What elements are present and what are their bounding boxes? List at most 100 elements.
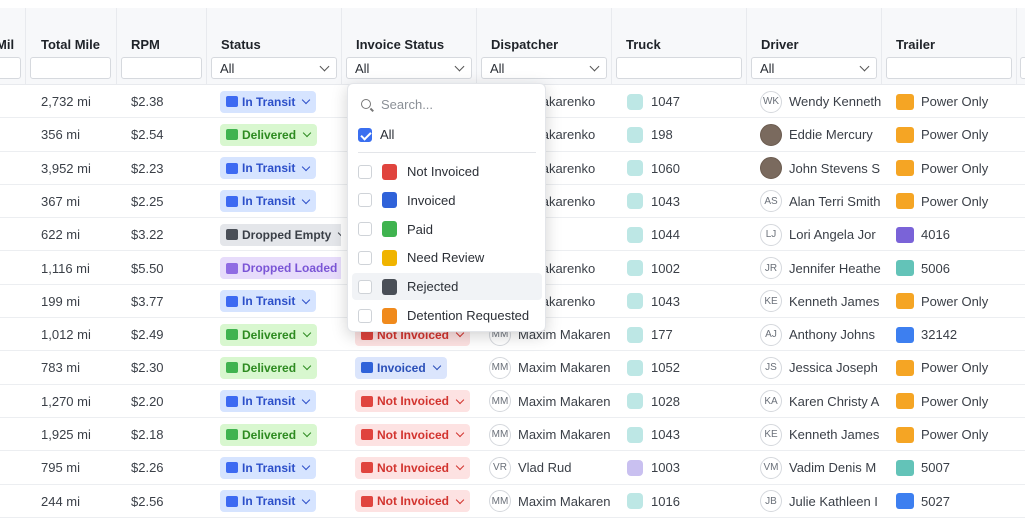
status-pill[interactable]: In Transit bbox=[220, 490, 317, 513]
truck-icon bbox=[627, 126, 643, 143]
dispatcher-filter[interactable]: All bbox=[481, 57, 607, 79]
col-invoice-status-label: Invoice Status bbox=[356, 37, 445, 52]
chevron-down-icon bbox=[454, 61, 465, 72]
table-row[interactable]: 1,270 mi $2.20 In Transit Not Invoiced MM… bbox=[0, 385, 1025, 418]
invoice-status-pill[interactable]: Not Invoiced bbox=[355, 490, 471, 513]
truck-number: 1047 bbox=[651, 94, 680, 109]
cell-truck: 177 bbox=[627, 318, 745, 351]
status-pill[interactable]: Dropped Empty bbox=[220, 223, 341, 246]
table-row[interactable]: 1,116 mi$5.50 Dropped Loaded Maxim Makar… bbox=[0, 252, 1025, 285]
dropdown-search-input[interactable] bbox=[381, 96, 531, 112]
col-dispatcher[interactable]: Dispatcher All bbox=[477, 8, 612, 85]
dropdown-option[interactable]: Need Review bbox=[352, 244, 542, 271]
col-rpm[interactable]: RPM bbox=[117, 8, 207, 85]
table-row[interactable]: 795 mi $2.26 In Transit Not Invoiced VR Vl… bbox=[0, 451, 1025, 485]
avatar: KE bbox=[760, 290, 782, 313]
table-row[interactable]: 622 mi$3.22 Dropped Empty Vlad Rud 1044L… bbox=[0, 218, 1025, 252]
table-row[interactable]: 244 mi $2.56 In Transit Not Invoiced MM Ma… bbox=[0, 485, 1025, 518]
cell-dispatcher: MM Maxim Makarenko bbox=[489, 485, 611, 518]
all-checkbox[interactable] bbox=[358, 127, 372, 142]
col-total-mile-label: Total Mile bbox=[41, 37, 100, 52]
truck-icon bbox=[226, 96, 238, 107]
status-label: In Transit bbox=[242, 194, 296, 209]
invoice-icon bbox=[361, 462, 373, 474]
driver-name: Eddie Mercury bbox=[789, 127, 873, 143]
rpm-value: $2.25 bbox=[131, 193, 164, 209]
invoice-status-icon bbox=[382, 221, 397, 238]
mil-filter[interactable] bbox=[0, 57, 21, 79]
dropdown-option[interactable]: Rejected bbox=[352, 273, 542, 301]
status-pill[interactable]: In Transit bbox=[220, 157, 317, 180]
option-checkbox[interactable] bbox=[358, 164, 372, 179]
status-label: In Transit bbox=[242, 394, 296, 409]
status-pill[interactable]: Delivered bbox=[220, 356, 318, 379]
trailer-icon bbox=[896, 426, 914, 443]
trailer-filter[interactable] bbox=[886, 57, 1012, 79]
status-pill[interactable]: In Transit bbox=[220, 290, 317, 313]
cell-trailer: Power Only bbox=[896, 385, 1021, 418]
cell-truck: 1044 bbox=[627, 218, 745, 251]
trailer-value: Power Only bbox=[921, 127, 989, 143]
option-checkbox[interactable] bbox=[358, 308, 372, 323]
cell-trailer: 5006 bbox=[896, 252, 1021, 285]
invoice-status-filter[interactable]: All bbox=[346, 57, 472, 79]
table-row[interactable]: 199 mi$3.77 In Transit Maxim Makarenko 1… bbox=[0, 285, 1025, 319]
cell-status: In Transit bbox=[220, 385, 341, 418]
dropdown-option[interactable]: Invoiced bbox=[352, 187, 542, 214]
dropdown-option-all[interactable]: All bbox=[358, 127, 394, 142]
total-mile-filter[interactable] bbox=[30, 57, 111, 79]
option-checkbox[interactable] bbox=[358, 250, 372, 265]
dropdown-search[interactable] bbox=[357, 93, 537, 115]
invoice-status-pill[interactable]: Invoiced bbox=[355, 356, 447, 379]
invoice-status-pill[interactable]: Not Invoiced bbox=[355, 456, 471, 479]
cell-truck: 1002 bbox=[627, 252, 745, 285]
status-pill[interactable]: In Transit bbox=[220, 90, 317, 113]
driver-filter[interactable]: All bbox=[751, 57, 877, 79]
invoice-status-icon bbox=[382, 163, 397, 180]
rpm-filter[interactable] bbox=[121, 57, 202, 79]
col-driver[interactable]: Driver All bbox=[747, 8, 882, 85]
cell-status: Delivered bbox=[220, 418, 341, 451]
col-total-mile[interactable]: Total Mile bbox=[26, 8, 117, 85]
dropdown-option-all-label: All bbox=[380, 127, 395, 142]
status-pill[interactable]: Delivered bbox=[220, 123, 318, 146]
cell-rpm: $2.56 bbox=[131, 485, 206, 518]
truck-filter[interactable] bbox=[616, 57, 742, 79]
col-status[interactable]: Status All bbox=[207, 8, 342, 85]
chevron-down-icon bbox=[302, 95, 311, 105]
dropdown-option[interactable]: Detention Requested bbox=[352, 302, 542, 329]
invoice-status-pill[interactable]: Not Invoiced bbox=[355, 423, 471, 446]
col-invoice-status[interactable]: Invoice Status All bbox=[342, 8, 477, 85]
dropdown-option-label: Invoiced bbox=[407, 192, 456, 208]
trailer-value: Power Only bbox=[921, 193, 989, 209]
trailer-icon bbox=[896, 359, 914, 376]
cell-rpm: $2.54 bbox=[131, 118, 206, 151]
invoice-status-pill[interactable]: Not Invoiced bbox=[355, 390, 471, 413]
cell-total-mile: 244 mi bbox=[41, 485, 116, 518]
dropdown-option[interactable]: Not Invoiced bbox=[352, 158, 542, 185]
status-pill[interactable]: In Transit bbox=[220, 390, 317, 413]
dropdown-option[interactable]: Paid bbox=[352, 216, 542, 243]
col-mil[interactable]: Mil bbox=[0, 8, 26, 85]
mile-value: 244 mi bbox=[41, 493, 81, 509]
option-checkbox[interactable] bbox=[358, 222, 372, 237]
status-pill[interactable]: Delivered bbox=[220, 423, 318, 446]
dispatcher-filter-value: All bbox=[490, 61, 505, 76]
status-filter[interactable]: All bbox=[211, 57, 337, 79]
status-pill[interactable]: Delivered bbox=[220, 323, 318, 346]
col-truck[interactable]: Truck bbox=[612, 8, 747, 85]
status-pill[interactable]: Dropped Loaded bbox=[220, 257, 341, 279]
cell-driver: AJ Anthony Johns bbox=[760, 318, 881, 351]
col-trailer[interactable]: Trailer bbox=[882, 8, 1017, 85]
option-checkbox[interactable] bbox=[358, 193, 372, 208]
cell-truck: 1043 bbox=[627, 418, 745, 451]
cell-driver: KE Kenneth James bbox=[760, 285, 881, 318]
status-pill[interactable]: In Transit bbox=[220, 456, 317, 479]
status-pill[interactable]: In Transit bbox=[220, 190, 317, 213]
table-row[interactable]: 1,925 mi $2.18 Delivered Not Invoiced MM M… bbox=[0, 418, 1025, 452]
option-checkbox[interactable] bbox=[358, 279, 372, 294]
table-row[interactable]: 783 mi $2.30 Delivered Invoiced MM Maxim M… bbox=[0, 351, 1025, 385]
trailer-icon bbox=[896, 293, 914, 310]
next-filter[interactable] bbox=[1020, 57, 1025, 79]
avatar: KE bbox=[760, 423, 782, 446]
